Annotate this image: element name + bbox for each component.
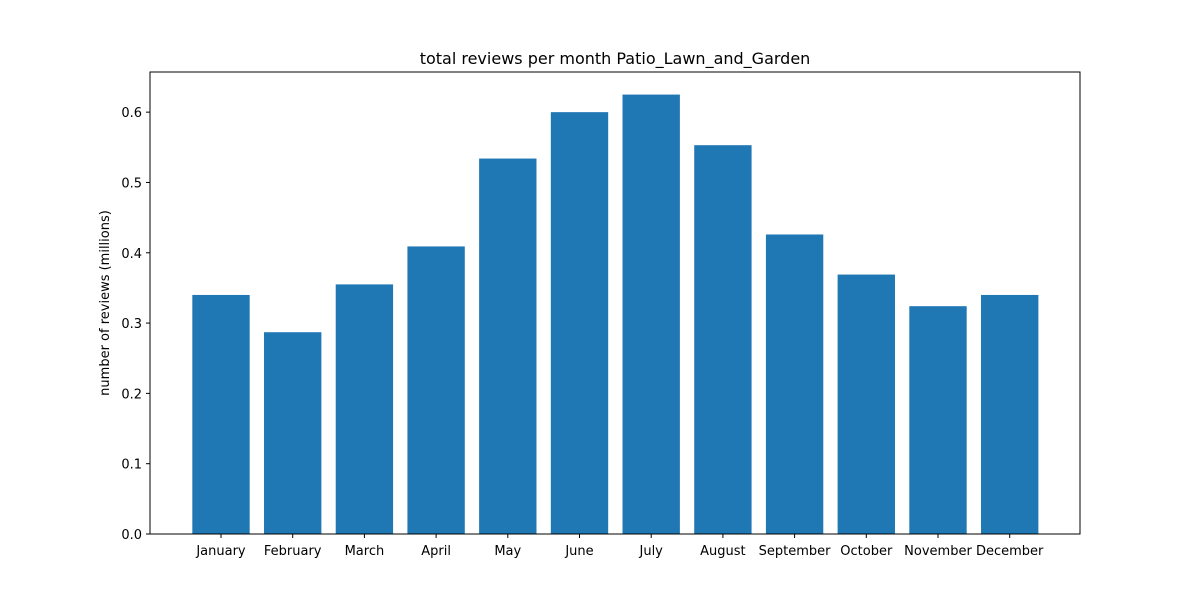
x-tick-label: January [195, 544, 246, 559]
bar-august [694, 145, 752, 534]
plot-frame [149, 71, 1081, 535]
bar-february [264, 332, 322, 534]
bar-september [765, 234, 824, 535]
x-tick-label: February [264, 544, 322, 559]
x-axis-ticks: January February March April May June July Augu… [195, 534, 1044, 559]
y-tick-label: 0.1 [121, 458, 142, 473]
x-tick-label: May [494, 544, 521, 559]
bar-january [192, 294, 250, 534]
bar-may [479, 158, 537, 535]
y-tick-label: 0.6 [121, 106, 142, 121]
bar-june [550, 112, 609, 535]
bar-july [622, 94, 680, 534]
y-tick-label: 0.3 [121, 317, 142, 332]
x-tick-label: October [840, 544, 893, 559]
y-tick-label: 0.4 [121, 247, 142, 262]
bar-october [837, 274, 895, 534]
y-axis-ticks: 0.0 0.1 0.2 0.3 0.4 0.5 0.6 [121, 106, 150, 543]
y-tick-label: 0.5 [121, 176, 142, 191]
y-tick-label: 0.0 [121, 528, 142, 543]
chart-title: total reviews per month Patio_Lawn_and_G… [420, 49, 811, 69]
x-tick-label: December [976, 544, 1044, 559]
bars-group [192, 94, 1039, 535]
y-axis-label: number of reviews (millions) [98, 210, 113, 396]
bar-march [335, 284, 394, 534]
x-tick-label: July [639, 544, 664, 559]
bar-november [909, 306, 967, 534]
x-tick-label: April [421, 544, 451, 559]
x-tick-label: August [700, 544, 746, 559]
y-tick-label: 0.2 [121, 387, 142, 402]
x-tick-label: September [759, 544, 832, 559]
x-tick-label: June [564, 544, 593, 559]
x-tick-label: March [345, 544, 385, 559]
x-tick-label: November [904, 544, 972, 559]
bar-december [981, 294, 1039, 534]
bar-april [407, 246, 465, 534]
